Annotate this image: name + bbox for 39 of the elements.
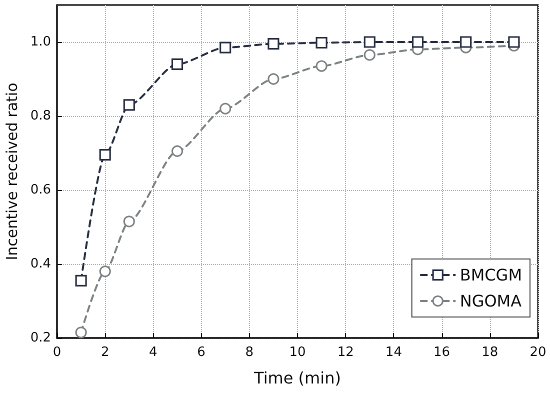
point bbox=[220, 102, 232, 114]
point bbox=[171, 58, 184, 70]
x-tick-label: 14 bbox=[385, 345, 402, 360]
point bbox=[99, 149, 111, 161]
point bbox=[75, 274, 87, 286]
y-tick-label: 1.0 bbox=[30, 34, 51, 50]
point bbox=[364, 36, 376, 48]
point bbox=[123, 216, 135, 228]
x-tick-label: 16 bbox=[434, 345, 450, 360]
x-tick-label: 20 bbox=[530, 345, 546, 360]
point bbox=[268, 38, 280, 50]
x-tick-label: 0 bbox=[52, 345, 62, 360]
point bbox=[508, 36, 520, 48]
legend-label: NGOMA bbox=[460, 292, 522, 310]
point bbox=[364, 49, 376, 61]
x-tick-label: 12 bbox=[337, 345, 354, 360]
point bbox=[316, 60, 328, 72]
x-tick-label: 10 bbox=[289, 345, 306, 360]
y-tick-label: 0.4 bbox=[30, 256, 51, 272]
y-tick-label: 0.8 bbox=[30, 108, 51, 124]
legend-label: BMCGM bbox=[460, 266, 522, 284]
point bbox=[220, 42, 232, 54]
x-tick-label: 4 bbox=[149, 345, 158, 360]
x-tick-label: 2 bbox=[100, 345, 110, 360]
x-axis-title: Time (min) bbox=[253, 368, 341, 388]
x-tick-label: 6 bbox=[197, 345, 206, 360]
point bbox=[99, 266, 111, 278]
y-axis-title: Incentive received ratio bbox=[2, 82, 21, 260]
point bbox=[316, 36, 328, 49]
point bbox=[412, 36, 424, 48]
point bbox=[460, 36, 472, 48]
point bbox=[123, 99, 135, 111]
point bbox=[171, 145, 184, 157]
x-tick-label: 8 bbox=[245, 345, 254, 360]
y-tick-label: 0.6 bbox=[30, 182, 51, 198]
point bbox=[75, 326, 87, 338]
y-tick-label: 0.2 bbox=[30, 330, 51, 346]
x-tick-label: 18 bbox=[482, 345, 498, 360]
point bbox=[268, 73, 280, 85]
